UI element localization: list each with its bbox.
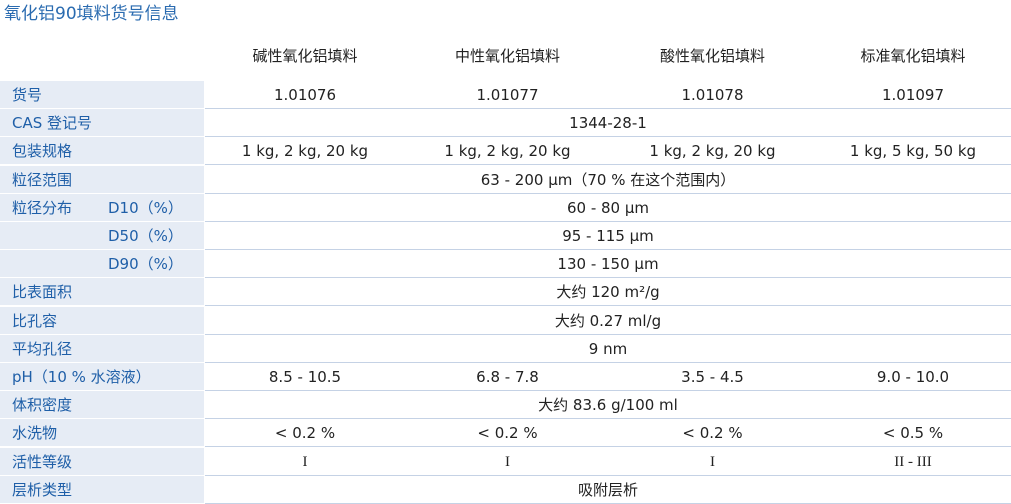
label-cell <box>0 165 204 193</box>
row-label: 比孔容 <box>12 311 58 330</box>
row-label: 体积密度 <box>12 396 73 415</box>
cell: II - III <box>894 453 932 470</box>
row-sublabel: D50（%） <box>108 227 183 245</box>
cell: < 0.5 % <box>882 424 944 443</box>
data-row-bg <box>205 307 1011 335</box>
label-cell <box>0 306 204 334</box>
row-sublabel: D10（%） <box>108 198 183 217</box>
cell: 63 - 200 μm（70 % 在这个范围内） <box>480 170 736 189</box>
title: 氧化铝90填料货号信息 <box>4 4 179 24</box>
label-cell <box>0 81 204 108</box>
row-sublabel: D90（%） <box>108 255 183 274</box>
cell: 1 kg, 5 kg, 50 kg <box>849 142 977 161</box>
data-row-bg <box>205 448 1011 476</box>
column-header: 碱性氧化铝填料 <box>252 47 358 65</box>
data-row-bg <box>205 363 1011 391</box>
label-cell <box>0 391 204 419</box>
cell: 95 - 115 μm <box>562 227 654 245</box>
row-label: 货号 <box>12 86 43 104</box>
cell: 1.01097 <box>881 86 945 104</box>
column-header: 中性氧化铝填料 <box>454 47 560 65</box>
row-label: 粒径分布 <box>12 198 73 217</box>
cell: 1.01076 <box>273 86 337 104</box>
row-label: pH（10 % 水溶液） <box>12 368 151 386</box>
label-cell <box>0 193 204 221</box>
cell: < 0.2 % <box>477 424 538 443</box>
cell: 8.5 - 10.5 <box>268 368 342 386</box>
row-label: 比表面积 <box>12 283 73 302</box>
cell: 60 - 80 μm <box>566 198 650 217</box>
cell: < 0.2 % <box>274 424 336 443</box>
label-cell <box>0 250 204 278</box>
row-label: 活性等级 <box>12 452 73 471</box>
column-header: 标准氧化铝填料 <box>860 47 966 65</box>
cell: I <box>302 453 308 470</box>
data-row-bg <box>205 250 1011 279</box>
cell: 1 kg, 2 kg, 20 kg <box>444 142 571 161</box>
row-label: 层析类型 <box>12 480 73 499</box>
row-label: 平均孔径 <box>12 339 73 358</box>
cell: 1 kg, 2 kg, 20 kg <box>649 142 776 161</box>
data-row-bg <box>205 278 1011 307</box>
label-cell <box>0 137 204 165</box>
cell: 1 kg, 2 kg, 20 kg <box>241 142 369 161</box>
cell: 3.5 - 4.5 <box>681 368 744 386</box>
cell: 9.0 - 10.0 <box>876 368 950 386</box>
cell: 大约 0.27 ml/g <box>554 311 662 330</box>
row-label: CAS 登记号 <box>12 114 93 133</box>
data-row-bg <box>205 137 1011 166</box>
label-cell <box>0 278 204 306</box>
cell: I <box>505 453 510 470</box>
cell: 9 nm <box>588 339 628 358</box>
cell: < 0.2 % <box>682 424 743 443</box>
column-header: 酸性氧化铝填料 <box>659 47 765 65</box>
cell: 1.01078 <box>681 86 744 104</box>
cell: I <box>710 453 715 470</box>
label-cell <box>0 447 204 475</box>
cell: 大约 120 m²/g <box>556 283 660 302</box>
row-label: 水洗物 <box>12 424 58 443</box>
row-label: 包装规格 <box>12 142 73 161</box>
data-row-bg <box>205 166 1011 194</box>
cell: 6.8 - 7.8 <box>476 368 539 386</box>
data-row-bg <box>205 419 1011 448</box>
label-cell <box>0 109 204 137</box>
cell: 1.01077 <box>476 86 539 104</box>
data-row-bg <box>205 222 1011 250</box>
label-cell <box>0 222 204 249</box>
data-row-bg <box>205 109 1011 138</box>
data-row-bg <box>205 391 1011 420</box>
data-row-bg <box>205 81 1011 109</box>
cell: 吸附层析 <box>577 480 638 499</box>
cell: 大约 83.6 g/100 ml <box>538 396 678 415</box>
cell: 130 - 150 μm <box>557 255 659 274</box>
row-label: 粒径范围 <box>12 170 73 189</box>
cell: 1344-28-1 <box>569 114 647 133</box>
data-row-bg <box>205 335 1011 363</box>
label-cell <box>0 419 204 447</box>
data-row-bg <box>205 194 1011 222</box>
label-cell <box>0 363 204 390</box>
label-cell <box>0 334 204 362</box>
